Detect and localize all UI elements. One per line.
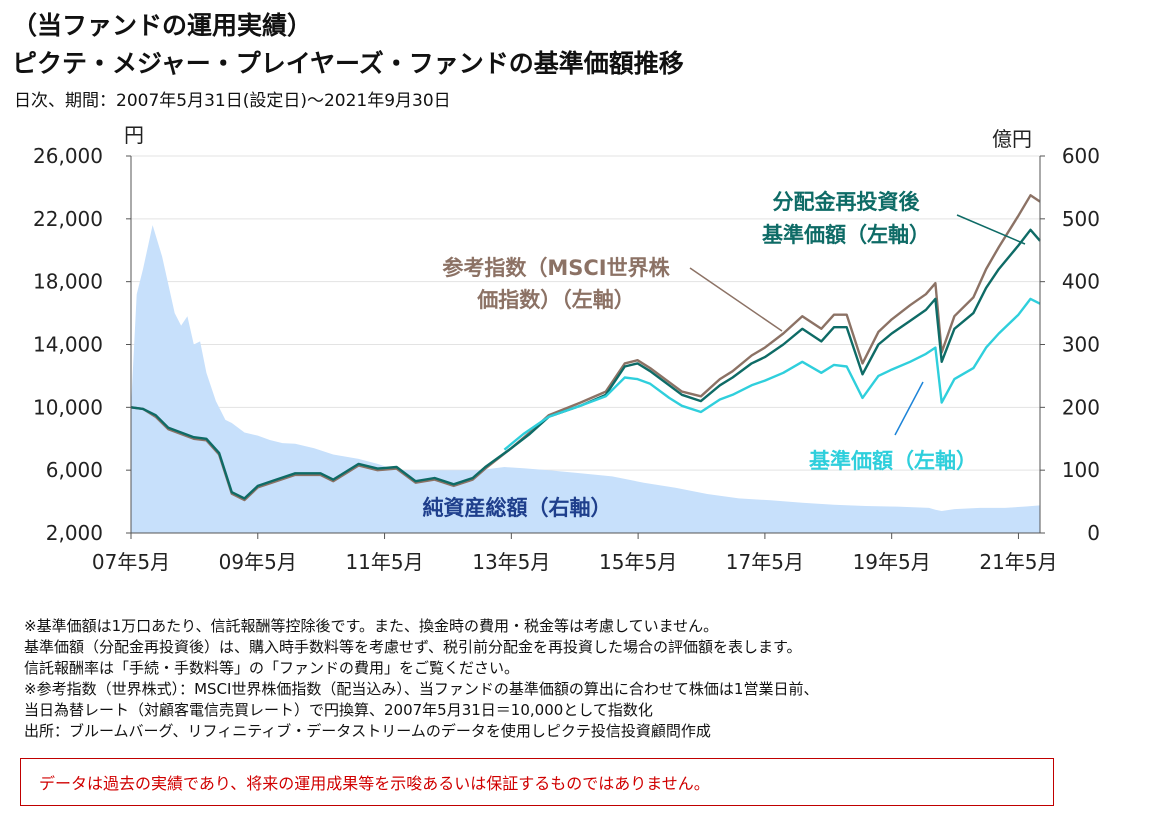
reinvested-leader-line xyxy=(956,214,1026,245)
footnote: 当日為替レート（対顧客電信売買レート）で円換算、2007年5月31日＝10,00… xyxy=(24,701,653,719)
left-tick-label: 6,000 xyxy=(46,458,103,482)
msci-leader-line xyxy=(689,267,783,332)
left-tick-label: 10,000 xyxy=(33,395,103,419)
x-tick-label: 11年5月 xyxy=(345,550,423,574)
series-net-assets-area xyxy=(131,225,1040,533)
series-nav-reinvested-line xyxy=(130,228,1041,500)
msci-label-line1: 参考指数（MSCI世界株 xyxy=(442,256,670,280)
series-nav-line xyxy=(503,297,1041,451)
chart-title: ピクテ・メジャー・プレイヤーズ・ファンドの基準価額推移 xyxy=(12,49,684,78)
x-tick-label: 15年5月 xyxy=(599,550,677,574)
right-tick-label: 100 xyxy=(1062,458,1100,482)
series-layer xyxy=(130,194,1041,533)
reinvested-label-line2: 基準価額（左軸） xyxy=(762,223,930,247)
net-assets-label: 純資産総額（右軸） xyxy=(423,496,612,520)
disclaimer-text: データは過去の実績であり、将来の運用成果等を示唆あるいは保証するものではありませ… xyxy=(39,774,710,793)
tick-labels: 2,000 6,000 10,000 14,000 18,000 22,000 26,000… xyxy=(33,123,1100,574)
footnote: 信託報酬率は「手続・手数料等」の「ファンドの費用」をご覧ください。 xyxy=(24,659,520,677)
x-tick-label: 13年5月 xyxy=(472,550,550,574)
left-tick-label: 22,000 xyxy=(33,207,103,231)
right-tick-label: 400 xyxy=(1062,270,1100,294)
right-tick-label: 0 xyxy=(1087,521,1100,545)
reinvested-label-line1: 分配金再投資後 xyxy=(773,190,921,214)
left-tick-label: 18,000 xyxy=(33,270,103,294)
x-tick-label: 21年5月 xyxy=(979,550,1057,574)
right-tick-label: 200 xyxy=(1062,395,1100,419)
nav-leader-line xyxy=(894,381,924,436)
footnote: ※基準価額は1万口あたり、信託報酬等控除後です。また、換金時の費用・税金等は考慮… xyxy=(24,617,719,635)
x-tick-label: 09年5月 xyxy=(219,550,297,574)
nav-chart: 2,000 6,000 10,000 14,000 18,000 22,000 26,000… xyxy=(33,123,1100,574)
x-tick-label: 19年5月 xyxy=(853,550,931,574)
msci-label-line2: 価指数）（左軸） xyxy=(476,288,635,312)
footnote: ※参考指数（世界株式）：MSCI世界株価指数（配当込み）、当ファンドの基準価額の… xyxy=(24,680,819,698)
footnotes: ※基準価額は1万口あたり、信託報酬等控除後です。また、換金時の費用・税金等は考慮… xyxy=(24,616,818,742)
annotations: 分配金再投資後基準価額（左軸）参考指数（MSCI世界株価指数）（左軸）基準価額（… xyxy=(423,190,1026,520)
section-heading: （当ファンドの運用実績） xyxy=(12,11,313,40)
left-tick-label: 26,000 xyxy=(33,144,103,168)
axes xyxy=(126,155,1045,539)
footnote: 基準価額（分配金再投資後）は、購入時手数料等を考慮せず、税引前分配金を再投資した… xyxy=(24,638,802,656)
right-tick-label: 500 xyxy=(1062,207,1100,231)
x-tick-label: 07年5月 xyxy=(92,550,170,574)
nav-label: 基準価額（左軸） xyxy=(809,449,977,473)
footnote: 出所：ブルームバーグ、リフィニティブ・データストリームのデータを使用しピクテ投信… xyxy=(24,722,711,740)
right-axis-unit: 億円 xyxy=(992,127,1032,151)
x-tick-label: 17年5月 xyxy=(726,550,804,574)
left-axis-unit: 円 xyxy=(124,123,144,147)
right-tick-label: 300 xyxy=(1062,333,1100,357)
right-tick-label: 600 xyxy=(1062,144,1100,168)
left-tick-label: 2,000 xyxy=(46,521,103,545)
left-tick-label: 14,000 xyxy=(33,333,103,357)
chart-subtitle: 日次、期間：2007年5月31日(設定日)～2021年9月30日 xyxy=(14,91,451,111)
disclaimer-box: データは過去の実績であり、将来の運用成果等を示唆あるいは保証するものではありませ… xyxy=(20,758,1054,806)
